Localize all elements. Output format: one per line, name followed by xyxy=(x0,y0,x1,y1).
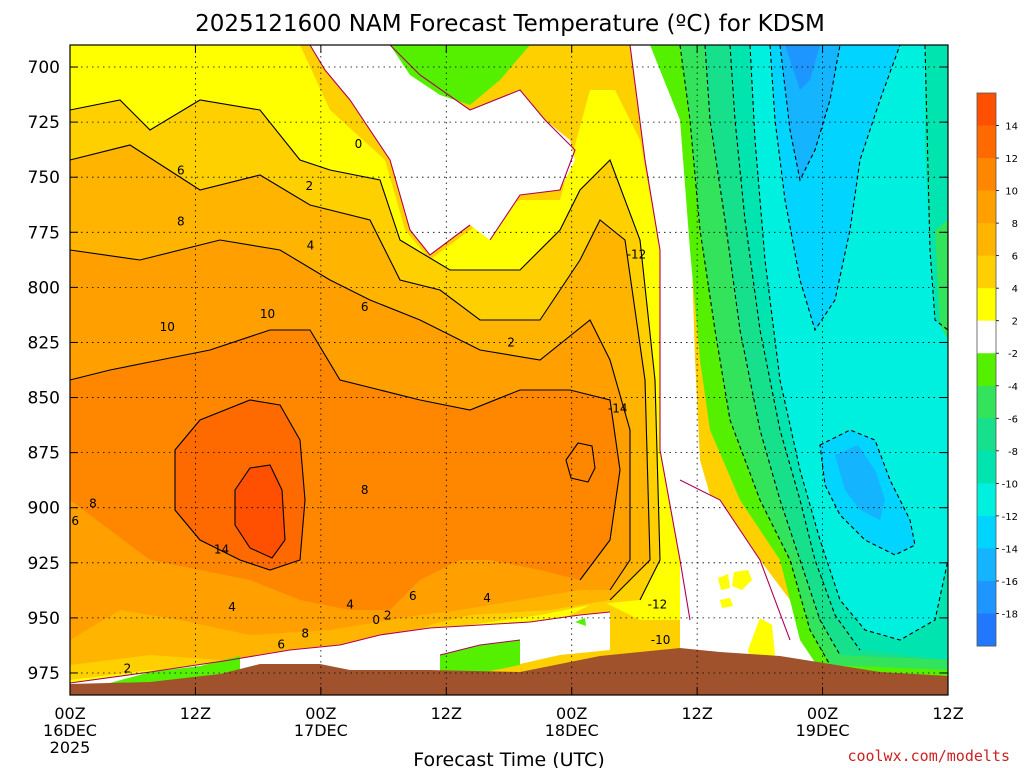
contour-label: 4 xyxy=(483,591,491,605)
colorbar-bin xyxy=(977,548,996,582)
colorbar-bin xyxy=(977,450,996,484)
credit-text: coolwx.com/modelts xyxy=(847,747,1010,765)
contour-lines xyxy=(69,44,949,684)
contour-label: 8 xyxy=(89,496,97,510)
colorbar-label: -16 xyxy=(1002,577,1018,588)
y-tick-label: 975 xyxy=(28,664,60,684)
colorbar-bin xyxy=(977,288,996,322)
x-tick-label: 00Z xyxy=(807,704,838,723)
y-tick-label: 825 xyxy=(28,333,60,353)
colorbar-label: -6 xyxy=(1008,414,1018,425)
contour-label: 6 xyxy=(277,637,285,651)
colorbar-label: 10 xyxy=(1005,187,1018,198)
contour-label: 8 xyxy=(177,214,185,228)
temperature-field xyxy=(70,45,948,695)
colorbar-label: 12 xyxy=(1005,154,1018,165)
x-tick-date: 18DEC xyxy=(545,721,599,740)
contour-label: 8 xyxy=(361,483,369,497)
colorbar-label: -2 xyxy=(1008,349,1018,360)
grid xyxy=(70,45,948,695)
colorbar-bin xyxy=(977,613,996,647)
colorbar-bin xyxy=(977,190,996,224)
x-tick-label: 12Z xyxy=(932,704,963,723)
contour-label: 6 xyxy=(361,300,369,314)
x-tick-date: 16DEC xyxy=(43,721,97,740)
colorbar-bin xyxy=(977,385,996,419)
colorbar-label: -4 xyxy=(1008,382,1018,393)
colorbar-bin xyxy=(977,223,996,257)
colorbar-label: -18 xyxy=(1002,609,1018,620)
contour-label: 10 xyxy=(260,307,275,321)
contour-label: 4 xyxy=(228,600,236,614)
colorbar-label: 14 xyxy=(1005,122,1018,133)
y-tick-label: 775 xyxy=(28,223,60,243)
x-tick-label: 12Z xyxy=(681,704,712,723)
x-tick-label: 12Z xyxy=(180,704,211,723)
colorbar-bin xyxy=(977,515,996,549)
contour-label: 0 xyxy=(372,613,380,627)
colorbar-bin xyxy=(977,125,996,159)
x-tick-date: 17DEC xyxy=(294,721,348,740)
contour-label: 2 xyxy=(384,609,392,623)
x-tick-label: 12Z xyxy=(431,704,462,723)
y-tick-label: 850 xyxy=(28,389,60,409)
colorbar-bin xyxy=(977,580,996,614)
contour-label: 2 xyxy=(306,179,314,193)
colorbar-bin xyxy=(977,483,996,517)
colorbar-label: -8 xyxy=(1008,447,1018,458)
y-tick-label: 900 xyxy=(28,499,60,519)
colorbar-label: -10 xyxy=(1002,479,1018,490)
contour-label: 2 xyxy=(124,662,132,676)
colorbar-bin xyxy=(977,93,996,127)
contour-label: -14 xyxy=(608,402,628,416)
plot-frame xyxy=(69,44,949,696)
contour-label: 2 xyxy=(507,335,515,349)
contour-label: 4 xyxy=(346,598,354,612)
colorbar-label: 8 xyxy=(1012,219,1018,230)
x-tick-date: 19DEC xyxy=(796,721,850,740)
y-tick-label: 925 xyxy=(28,554,60,574)
contour-label: 4 xyxy=(307,239,315,253)
colorbar-label: -14 xyxy=(1002,544,1018,555)
colorbar-bin xyxy=(977,320,996,354)
colorbar-bin xyxy=(977,418,996,452)
contour-label: 10 xyxy=(160,320,175,334)
contour-label: 0 xyxy=(355,137,363,151)
y-tick-label: 875 xyxy=(28,444,60,464)
contour-label: -10 xyxy=(651,633,671,647)
x-tick-label: 00Z xyxy=(54,704,85,723)
colorbar-label: 2 xyxy=(1012,317,1018,328)
colorbar: 14 12 10 8 6 4 2 -2 -4 -6 -8 -10 -12 -14 -16 -18 xyxy=(976,92,1018,647)
contour-label: 8 xyxy=(301,626,309,640)
x-tick-year: 2025 xyxy=(50,738,91,757)
x-tick-label: 00Z xyxy=(556,704,587,723)
colorbar-frame xyxy=(976,92,997,647)
y-tick-label: 750 xyxy=(28,168,60,188)
contour-label: 14 xyxy=(214,543,229,557)
colorbar-label: -12 xyxy=(1002,512,1018,523)
y-tick-label: 700 xyxy=(28,58,60,78)
contour-label: -12 xyxy=(648,598,668,612)
contour-label: 6 xyxy=(71,514,79,528)
x-tick-label: 00Z xyxy=(305,704,336,723)
colorbar-bin xyxy=(977,353,996,387)
x-axis-label: Forecast Time (UTC) xyxy=(413,749,604,768)
y-tick-label: 725 xyxy=(28,113,60,133)
colorbar-label: 6 xyxy=(1012,252,1018,263)
colorbar-bin xyxy=(977,158,996,192)
contour-label: 6 xyxy=(409,589,417,603)
colorbar-bin xyxy=(977,255,996,289)
y-tick-label: 950 xyxy=(28,609,60,629)
colorbar-label: 4 xyxy=(1012,284,1018,295)
contour-label: -12 xyxy=(627,247,647,261)
contour-label: 6 xyxy=(177,164,185,178)
chart-title: 2025121600 NAM Forecast Temperature (ºC)… xyxy=(195,11,825,37)
y-tick-label: 800 xyxy=(28,278,60,298)
